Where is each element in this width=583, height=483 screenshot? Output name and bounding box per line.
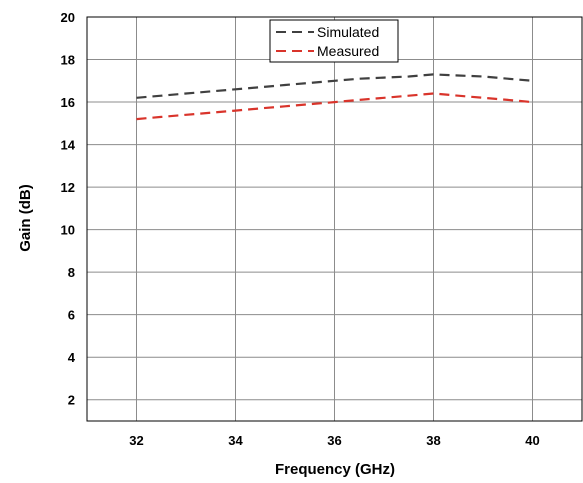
plot-frame: [86, 16, 583, 422]
legend-measured-label: Measured: [317, 43, 379, 59]
y-axis-label: Gain (dB): [17, 184, 34, 252]
legend-box: [269, 19, 399, 63]
y-tick-labels: 2 4 6 8 10 12 14 16 18 20: [61, 10, 76, 408]
series-layer: [136, 73, 533, 121]
y-tick-label: 18: [61, 53, 75, 68]
x-tick-label: 36: [327, 433, 341, 448]
y-tick-label: 2: [68, 393, 75, 408]
x-tick-label: 38: [426, 433, 440, 448]
y-tick-label: 12: [61, 180, 75, 195]
y-tick-label: 8: [68, 265, 75, 280]
y-tick-label: 10: [61, 223, 75, 238]
legend: Simulated Measured: [269, 19, 399, 63]
y-tick-label: 20: [61, 10, 75, 25]
legend-simulated-label: Simulated: [317, 24, 379, 40]
x-tick-label: 40: [525, 433, 539, 448]
x-tick-label: 32: [129, 433, 143, 448]
y-tick-label: 16: [61, 95, 75, 110]
x-axis-label: Frequency (GHz): [275, 461, 395, 478]
y-tick-label: 6: [68, 308, 75, 323]
x-tick-label: 34: [228, 433, 243, 448]
x-tick-labels: 32 34 36 38 40: [129, 433, 539, 448]
series-measured-line: [136, 92, 533, 121]
y-tick-label: 4: [68, 350, 76, 365]
y-tick-label: 14: [61, 138, 76, 153]
series-simulated-line: [136, 73, 533, 99]
